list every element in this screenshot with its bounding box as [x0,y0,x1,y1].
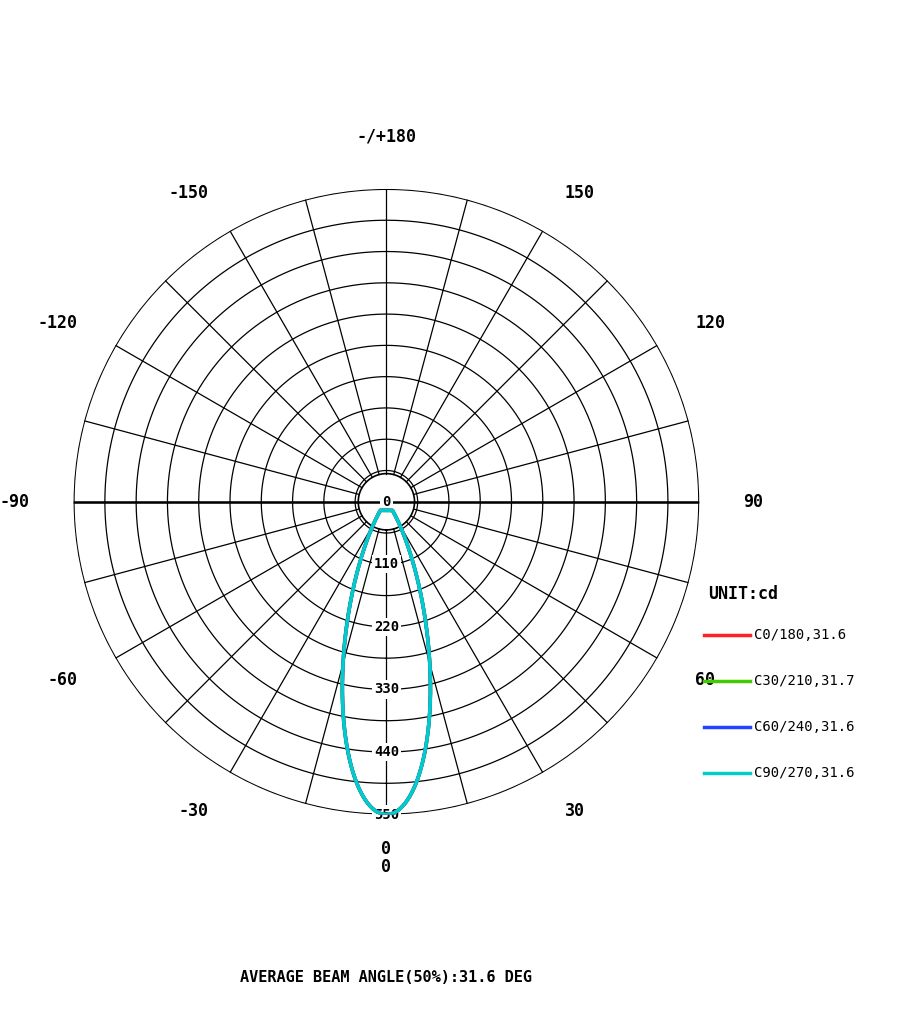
Text: -90: -90 [0,493,29,511]
Text: 90: 90 [743,493,762,511]
Text: C30/210,31.7: C30/210,31.7 [754,674,854,688]
Text: 120: 120 [695,314,724,333]
Text: 220: 220 [373,620,399,634]
Text: -/+180: -/+180 [356,127,416,145]
Text: C90/270,31.6: C90/270,31.6 [754,766,854,780]
Text: UNIT:cd: UNIT:cd [708,585,777,603]
Text: 0: 0 [381,858,391,877]
Text: 550: 550 [373,808,399,821]
Text: 60: 60 [695,671,714,689]
Text: 110: 110 [373,557,399,571]
Text: -150: -150 [168,184,208,202]
Text: 150: 150 [564,184,594,202]
Text: 30: 30 [564,802,584,819]
Text: -30: -30 [178,802,208,819]
Text: 0: 0 [381,495,391,509]
Text: 0: 0 [381,840,391,857]
Text: AVERAGE BEAM ANGLE(50%):31.6 DEG: AVERAGE BEAM ANGLE(50%):31.6 DEG [240,971,532,985]
Text: -60: -60 [48,671,77,689]
Text: -120: -120 [38,314,77,333]
Text: 440: 440 [373,745,399,759]
Text: C0/180,31.6: C0/180,31.6 [754,628,845,642]
Text: C60/240,31.6: C60/240,31.6 [754,720,854,734]
Text: 330: 330 [373,682,399,696]
